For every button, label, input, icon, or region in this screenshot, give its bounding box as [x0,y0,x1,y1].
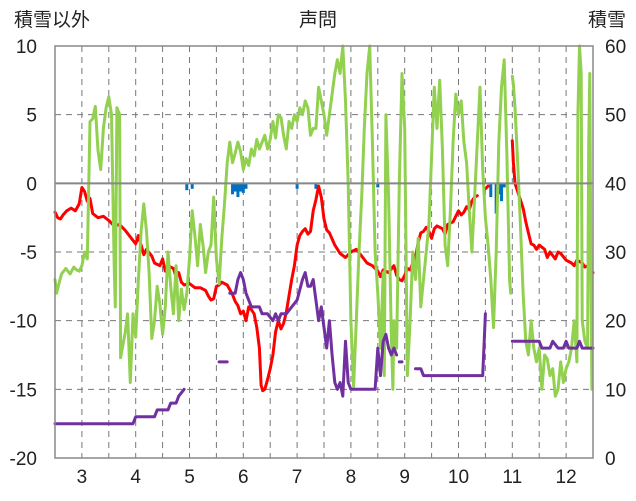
x-tick-label: 3 [77,467,88,488]
precip-bar [244,183,248,189]
series-line [510,139,595,275]
chart-title: 声問 [299,9,337,31]
left-tick-label: 10 [16,37,37,58]
right-tick-label: 50 [605,106,626,127]
left-tick-label: 0 [26,174,37,195]
precip-bar [376,183,380,188]
bars-layer [185,183,506,214]
left-tick-label: -5 [20,243,37,264]
left-tick-label: -20 [10,449,37,470]
series-line [53,387,186,426]
precip-bar [239,183,243,192]
x-tick-label: 12 [556,467,577,488]
x-tick-label: 4 [130,467,141,488]
precip-bar [241,183,245,193]
plot-frame [54,45,594,459]
grid-layer [55,46,594,458]
precip-bar [185,183,189,191]
series-line [414,312,487,378]
x-tick-label: 11 [502,467,522,488]
left-tick-label: 5 [26,106,37,127]
right-tick-label: 30 [605,243,626,264]
left-axis-title: 積雪以外 [14,9,90,31]
precip-bar [500,183,504,202]
x-tick-label: 8 [346,467,357,488]
precip-bar [502,183,506,188]
right-tick-label: 0 [605,449,616,470]
x-tick-label: 10 [448,467,469,488]
series-layer [53,44,595,426]
series-line [228,271,399,398]
precip-bar [295,183,299,189]
series-line [510,44,594,398]
series-line [53,44,513,391]
x-tick-label: 5 [184,467,195,488]
series-line [510,339,595,350]
right-tick-label: 60 [605,37,626,58]
series-line [53,184,479,393]
x-tick-label: 7 [292,467,303,488]
precip-bar [236,183,240,198]
left-tick-label: -15 [10,380,37,401]
right-axis-title: 積雪 [588,9,626,31]
precip-bar [190,183,194,189]
precip-bar [489,183,493,198]
x-tick-label: 6 [238,467,249,488]
right-tick-label: 20 [605,312,626,333]
series-line [483,184,490,191]
left-tick-label: -10 [10,312,37,333]
right-tick-label: 40 [605,174,626,195]
precip-bar [314,183,318,189]
frame-layer [54,45,594,459]
precip-bar [231,183,235,195]
right-tick-label: 10 [605,380,626,401]
precip-bar [233,183,237,192]
x-tick-label: 9 [399,467,410,488]
